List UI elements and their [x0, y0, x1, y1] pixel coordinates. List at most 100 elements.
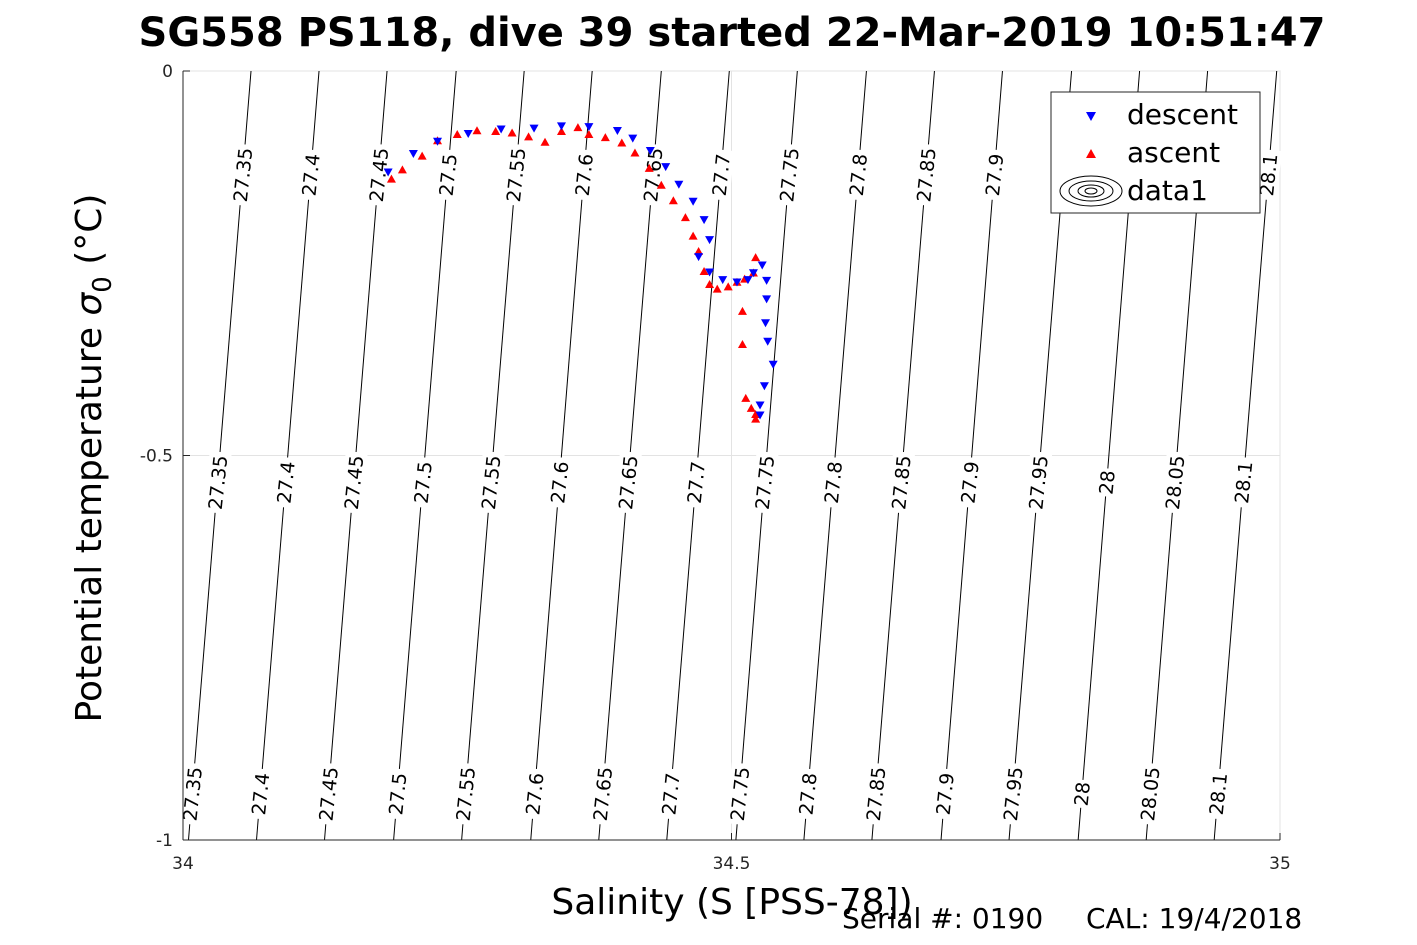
isopycnal-label-text: 27.5 [411, 460, 437, 504]
descent-point-22 [757, 261, 767, 270]
isopycnal-label-text: 27.6 [547, 460, 573, 504]
isopycnal-label-27.4-row2: 27.4 [297, 148, 325, 201]
isopycnal-label-bg [434, 148, 462, 201]
isopycnal-label-bg [364, 143, 393, 207]
ascent-point-12 [584, 130, 594, 139]
ascent-point-1 [397, 165, 407, 174]
x-tick-label-1: 34.5 [713, 854, 751, 874]
isopycnal-label-bg [272, 456, 300, 509]
isopycnal-label-bg [339, 450, 368, 514]
isopycnal-label-bg [383, 767, 411, 820]
y-axis-label-symbol: σ [69, 292, 110, 316]
y-tick-label-1: -0.5 [140, 447, 173, 467]
descent-point-23 [762, 276, 772, 285]
isopycnal-label-bg [819, 456, 847, 509]
isopycnal-label-text: 27.8 [846, 153, 872, 197]
y-axis-label: Potential temperature σ0 (°C) [69, 194, 118, 723]
isopycnal-label-text: 27.4 [248, 772, 274, 816]
isopycnal-label-text: 27.8 [821, 460, 847, 504]
ascent-point-18 [668, 196, 678, 205]
isopycnal-label-bg [588, 762, 617, 826]
legend-contour-ring-middle [1068, 180, 1114, 202]
x-axis-ticks: 34 34.5 35 [172, 833, 1291, 874]
isopycnal-label-bg [886, 450, 916, 514]
ascent-point-15 [630, 148, 640, 157]
descent-point-11 [661, 163, 671, 172]
isopycnal-label-text: 28.1 [1231, 460, 1257, 504]
ascent-point-11 [573, 123, 583, 132]
isopycnal-label-bg [861, 762, 890, 826]
legend-ascent-label: ascent [1127, 136, 1220, 169]
x-axis-label: Salinity (S [PSS-78]) [551, 882, 912, 923]
ascent-point-2 [417, 151, 427, 160]
ascent-point-4 [452, 130, 462, 139]
legend-data1-label: data1 [1127, 174, 1208, 207]
isopycnal-label-27.9-row0: 27.9 [931, 767, 959, 820]
isopycnal-label-bg [638, 143, 667, 207]
ascent-point-21 [694, 246, 704, 255]
isopycnal-label-text: 27.7 [709, 153, 735, 197]
isopycnal-label-bg [1160, 450, 1189, 514]
isopycnal-labels: 27.35 27.4 27.45 27.5 27.55 27.6 27.65 27.7 27.7… [178, 143, 1282, 826]
isopycnal-label-text: 28.1 [1206, 772, 1232, 816]
isopycnal-label-bg [707, 148, 735, 201]
ascent-series [386, 123, 761, 423]
isopycnal-label-bg [409, 456, 437, 509]
descent-point-14 [699, 216, 709, 225]
legend-contour-icon [1059, 175, 1123, 207]
isopycnal-label-27.75-row2: 27.75 [774, 143, 804, 207]
isopycnal-label-bg [725, 762, 754, 826]
isopycnal-label-bg [570, 148, 598, 201]
isopycnal-label-27.5-row0: 27.5 [383, 767, 412, 820]
grid-lines [183, 70, 1281, 840]
isopycnal-label-bg [246, 767, 274, 820]
isopycnal-label-27.55-row1: 27.55 [476, 450, 505, 514]
isopycnal-label-text: 27.5 [385, 772, 411, 816]
isopycnal-label-27.4-row0: 27.4 [246, 767, 274, 820]
isopycnal-label-bg [1069, 778, 1095, 809]
descent-point-15 [705, 236, 715, 245]
legend: descent ascent data1 [1050, 91, 1261, 214]
isopycnal-label-bg [1204, 767, 1232, 820]
isopycnal-label-bg [774, 143, 804, 207]
descent-point-19 [732, 278, 742, 287]
legend-ascent-marker [1086, 149, 1096, 158]
descent-point-21 [748, 269, 758, 278]
descent-point-30 [755, 411, 765, 420]
isopycnal-label-27.9-row1: 27.9 [956, 456, 984, 509]
ascent-point-6 [491, 126, 501, 135]
isopycnal-label-text: 27.9 [982, 153, 1008, 197]
isopycnal-label-28-row0: 28 [1069, 778, 1095, 809]
descent-point-7 [584, 123, 594, 132]
isopycnal-label-bg [476, 450, 505, 514]
isopycnal-label-27.4-row1: 27.4 [272, 456, 300, 509]
descent-point-28 [759, 382, 769, 391]
descent-point-3 [463, 130, 473, 139]
descent-point-5 [529, 124, 539, 133]
isopycnal-label-text: 28 [1096, 469, 1120, 495]
isopycnal-label-27.55-row2: 27.55 [501, 143, 531, 207]
ascent-point-34 [751, 409, 761, 418]
isopycnal-label-bg [844, 148, 872, 201]
isopycnal-label-bg [451, 762, 480, 826]
descent-point-8 [612, 126, 622, 135]
descent-point-13 [688, 197, 698, 206]
isopycnal-label-27.7-row2: 27.7 [707, 148, 735, 201]
isopycnal-label-bg [1254, 148, 1282, 201]
ascent-point-10 [556, 126, 566, 135]
isopycnal-label-bg [682, 456, 710, 509]
legend-contour-ring-outer [1059, 175, 1123, 207]
isopycnal-label-27.9-row2: 27.9 [980, 148, 1008, 201]
descent-series [383, 122, 778, 420]
isopycnal-label-text: 27.9 [933, 772, 959, 816]
ascent-point-24 [712, 284, 722, 293]
isopycnal-label-27.8-row1: 27.8 [819, 456, 847, 509]
isopycnal-label-bg [1023, 450, 1053, 514]
ascent-point-14 [617, 138, 627, 147]
isopycnal-label-27.8-row0: 27.8 [794, 767, 822, 820]
isopycnal-label-bg [314, 762, 343, 826]
isopycnal-label-bg [545, 456, 573, 509]
ascent-point-16 [644, 163, 654, 172]
ascent-point-32 [741, 393, 751, 402]
isopycnal-label-bg [980, 148, 1008, 201]
